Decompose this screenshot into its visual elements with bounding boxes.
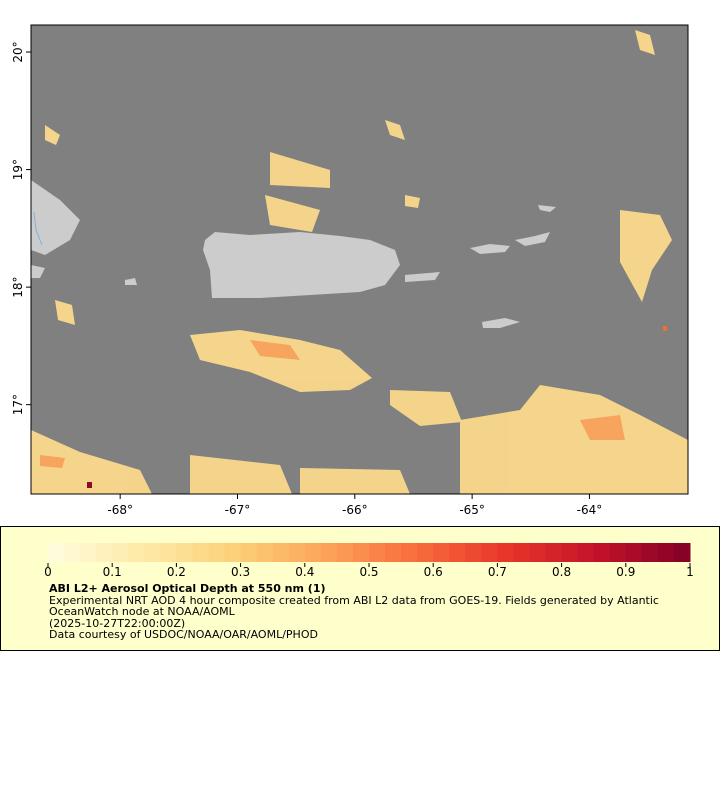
legend: 0 0.1 0.2 0.3 0.4 0.5 0.6 0.7 0.8 0.9 1 ABI L2+ Ae… <box>0 526 720 651</box>
colorbar-tick-label: 0.4 <box>295 565 314 579</box>
aerosol-high <box>40 326 667 488</box>
colorbar-swatch <box>641 543 659 562</box>
colorbar-swatch <box>240 543 258 562</box>
land <box>31 180 556 328</box>
y-tick-label: 20° <box>11 41 25 62</box>
colorbar-tick-label: 0.2 <box>167 565 186 579</box>
colorbar-swatch <box>481 543 498 562</box>
map: -68° -67° -66° -65° -64° 17° 18° 19° 20° <box>11 24 689 517</box>
colorbar-swatch <box>497 543 514 562</box>
colorbar-swatch <box>192 543 209 562</box>
colorbar-swatch <box>176 543 193 562</box>
colorbar-swatch <box>433 543 450 562</box>
colorbar-swatch <box>144 543 161 562</box>
x-tick-label: -68° <box>107 503 133 517</box>
legend-description: Experimental NRT AOD 4 hour composite cr… <box>49 593 659 618</box>
x-tick-label: -67° <box>225 503 251 517</box>
colorbar-swatch <box>272 543 290 562</box>
colorbar-swatch <box>80 543 97 562</box>
colorbar-tick-label: 0.7 <box>488 565 507 579</box>
colorbar-swatch <box>224 543 242 562</box>
colorbar-swatch <box>625 543 643 562</box>
colorbar-swatch <box>593 543 611 562</box>
colorbar-swatch <box>449 543 466 562</box>
river <box>33 211 43 246</box>
x-tick-label: -64° <box>577 503 603 517</box>
y-tick-label: 18° <box>11 276 25 297</box>
colorbar-swatch <box>320 543 338 562</box>
colorbar-tick-label: 0 <box>44 565 52 579</box>
colorbar-swatch <box>256 543 274 562</box>
colorbar-swatch <box>529 543 547 562</box>
colorbar-swatch <box>64 543 81 562</box>
colorbar: 0 0.1 0.2 0.3 0.4 0.5 0.6 0.7 0.8 0.9 1 <box>44 543 694 579</box>
colorbar-swatch <box>385 543 402 562</box>
colorbar-swatch <box>673 543 691 562</box>
colorbar-swatch <box>465 543 482 562</box>
colorbar-swatch <box>288 543 306 562</box>
colorbar-swatch <box>160 543 177 562</box>
colorbar-swatch <box>48 543 65 562</box>
legend-credit: Data courtesy of USDOC/NOAA/OAR/AOML/PHO… <box>49 628 318 641</box>
colorbar-swatch <box>208 543 226 562</box>
colorbar-swatch <box>304 543 322 562</box>
colorbar-tick-label: 0.8 <box>552 565 571 579</box>
aerosol-field <box>31 30 688 494</box>
colorbar-swatch <box>112 543 129 562</box>
colorbar-swatch <box>401 543 418 562</box>
colorbar-swatch <box>336 543 354 562</box>
colorbar-tick-label: 0.3 <box>231 565 250 579</box>
colorbar-swatch <box>128 543 145 562</box>
colorbar-tick-label: 0.5 <box>359 565 378 579</box>
colorbar-swatch <box>545 543 563 562</box>
colorbar-swatch <box>369 543 386 562</box>
colorbar-swatch <box>352 543 370 562</box>
legend-time: (2025-10-27T22:00:00Z) <box>49 616 186 630</box>
map-frame <box>30 24 689 495</box>
x-tick-label: -65° <box>459 503 485 517</box>
colorbar-swatch <box>577 543 595 562</box>
colorbar-swatch <box>609 543 627 562</box>
colorbar-tick-label: 0.6 <box>424 565 443 579</box>
y-tick-label: 17° <box>11 394 25 415</box>
y-tick-label: 19° <box>11 159 25 180</box>
legend-text: ABI L2+ Aerosol Optical Depth at 550 nm … <box>49 583 689 641</box>
colorbar-swatch <box>96 543 113 562</box>
colorbar-swatch <box>657 543 675 562</box>
colorbar-tick-label: 0.9 <box>616 565 635 579</box>
colorbar-swatch <box>417 543 434 562</box>
colorbar-tick-label: 1 <box>686 565 694 579</box>
colorbar-swatch <box>513 543 530 562</box>
legend-title: ABI L2+ Aerosol Optical Depth at 550 nm … <box>49 582 326 595</box>
colorbar-tick-label: 0.1 <box>103 565 122 579</box>
x-tick-label: -66° <box>342 503 368 517</box>
colorbar-swatch <box>561 543 579 562</box>
